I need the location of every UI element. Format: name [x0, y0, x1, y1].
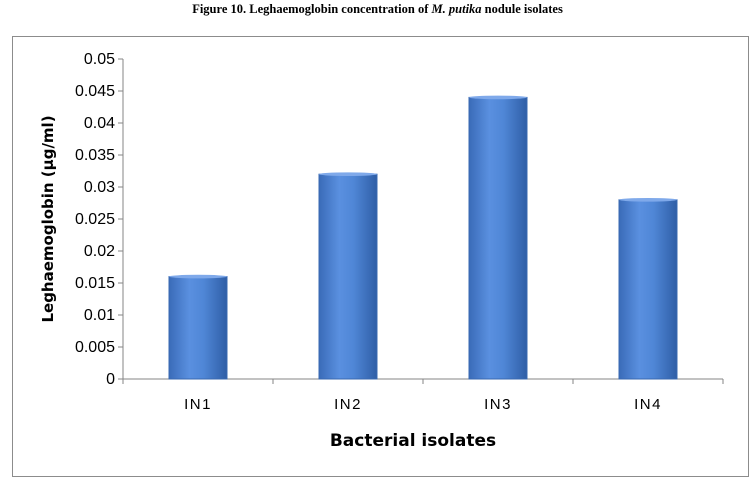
labels-layer: 0 0.005 0.01 0.015 0.02 0.025 0.03 0.035 0.04 0.0…: [39, 51, 662, 451]
x-tick-label: IN4: [634, 396, 662, 413]
caption-prefix: Figure 10. Leghaemoglobin concentration …: [192, 2, 429, 16]
bar-cap: [319, 172, 377, 176]
x-tick-label: IN3: [484, 396, 512, 413]
bar-rect: [468, 96, 528, 380]
y-tick-label: 0.025: [75, 211, 115, 228]
y-tick-label: 0: [106, 371, 115, 388]
bar-in2: [318, 172, 378, 380]
y-tick-label: 0.015: [75, 275, 115, 292]
y-tick-label: 0.045: [75, 83, 115, 100]
bar-rect: [318, 173, 378, 380]
x-tick-label: IN1: [184, 396, 212, 413]
caption-suffix: nodule isolates: [484, 2, 563, 16]
bar-cap: [469, 95, 527, 100]
bar-in3: [468, 95, 528, 380]
y-axis-title: Leghaemoglobin (µg/ml): [39, 115, 57, 322]
y-tick-label: 0.005: [75, 339, 115, 356]
bar-chart: 0 0.005 0.01 0.015 0.02 0.025 0.03 0.035 0.04 0.0…: [39, 51, 724, 451]
x-axis-title: Bacterial isolates: [330, 431, 496, 451]
bar-cap: [619, 198, 677, 202]
caption-species: M. putika: [431, 2, 482, 16]
y-tick-label: 0.04: [84, 115, 115, 132]
bar-cap: [169, 274, 227, 279]
bar-rect: [618, 199, 678, 380]
bar-in1: [168, 274, 228, 380]
y-tick-label: 0.05: [84, 51, 115, 68]
bars-layer: [168, 95, 678, 380]
y-tick-label: 0.01: [84, 307, 115, 324]
y-tick-label: 0.035: [75, 147, 115, 164]
y-tick-label: 0.03: [84, 179, 115, 196]
figure-caption: Figure 10. Leghaemoglobin concentration …: [0, 2, 755, 17]
bar-in4: [618, 198, 678, 380]
x-tick-label: IN2: [334, 396, 362, 413]
chart-frame: 0 0.005 0.01 0.015 0.02 0.025 0.03 0.035 0.04 0.0…: [12, 36, 749, 477]
bar-rect: [168, 276, 228, 380]
y-tick-label: 0.02: [84, 243, 115, 260]
